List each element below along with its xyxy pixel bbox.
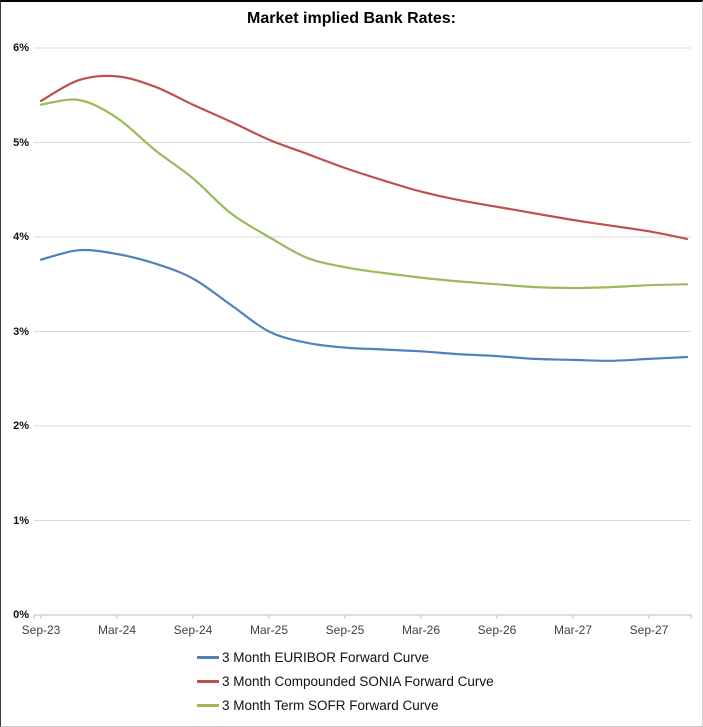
chart-title: Market implied Bank Rates: (247, 10, 456, 27)
legend-label: 3 Month Compounded SONIA Forward Curve (222, 673, 494, 689)
chart-legend: 3 Month EURIBOR Forward Curve 3 Month Co… (197, 645, 494, 717)
legend-line-sample-sofr (197, 703, 219, 707)
y-axis-tick-label: 1% (13, 514, 29, 527)
y-axis-tick-label: 6% (13, 42, 29, 54)
x-axis-tick-label: Mar-27 (553, 623, 592, 637)
legend-item-sofr: 3 Month Term SOFR Forward Curve (197, 693, 494, 717)
x-axis-tick-label: Sep-27 (629, 623, 669, 637)
x-axis-tick-label: Mar-24 (97, 623, 136, 637)
y-axis-tick-label: 5% (13, 136, 29, 149)
x-axis-tick-label: Sep-25 (325, 623, 365, 637)
x-axis-tick-label: Sep-23 (21, 623, 61, 637)
legend-item-euribor: 3 Month EURIBOR Forward Curve (197, 645, 494, 669)
legend-line-sample-sonia (197, 679, 219, 683)
legend-label: 3 Month Term SOFR Forward Curve (222, 697, 439, 713)
x-axis-tick-label: Sep-24 (173, 623, 213, 637)
x-axis-tick-label: Mar-25 (249, 623, 288, 637)
x-axis-tick-label: Sep-26 (477, 623, 517, 637)
legend-line-sample-euribor (197, 655, 219, 659)
y-axis-tick-label: 4% (13, 231, 29, 243)
legend-label: 3 Month EURIBOR Forward Curve (222, 649, 430, 665)
y-axis-tick-label: 0% (13, 609, 29, 621)
y-axis-tick-label: 2% (13, 420, 29, 432)
y-axis-tick-label: 3% (13, 325, 29, 338)
legend-item-sonia: 3 Month Compounded SONIA Forward Curve (197, 669, 494, 693)
x-axis-tick-label: Mar-26 (401, 623, 440, 637)
